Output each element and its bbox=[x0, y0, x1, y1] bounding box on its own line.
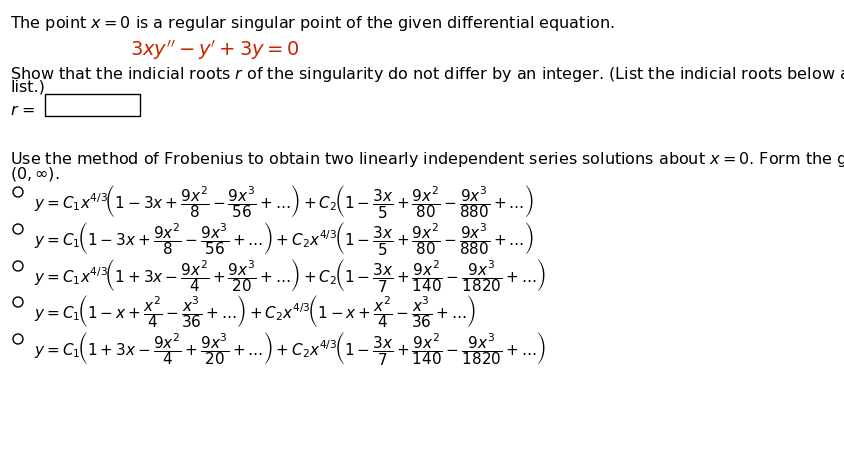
Text: $r$ =: $r$ = bbox=[10, 103, 35, 118]
Text: $y = C_1 x^{4/3}\!\left(1 - 3x + \dfrac{9x^2}{8} - \dfrac{9x^3}{56} + \ldots\rig: $y = C_1 x^{4/3}\!\left(1 - 3x + \dfrac{… bbox=[34, 182, 533, 219]
Circle shape bbox=[13, 298, 23, 307]
Text: $(0, \infty)$.: $(0, \infty)$. bbox=[10, 165, 60, 182]
Text: $y = C_1 x^{4/3}\!\left(1 + 3x - \dfrac{9x^2}{4} + \dfrac{9x^3}{20} + \ldots\rig: $y = C_1 x^{4/3}\!\left(1 + 3x - \dfrac{… bbox=[34, 257, 546, 293]
Text: $y = C_1\!\left(1 - 3x + \dfrac{9x^2}{8} - \dfrac{9x^3}{56} + \ldots\right) + C_: $y = C_1\!\left(1 - 3x + \dfrac{9x^2}{8}… bbox=[34, 219, 533, 257]
Circle shape bbox=[13, 262, 23, 271]
Circle shape bbox=[13, 224, 23, 234]
Text: Use the method of Frobenius to obtain two linearly independent series solutions : Use the method of Frobenius to obtain tw… bbox=[10, 150, 844, 169]
Text: $3xy'' - y' + 3y = 0$: $3xy'' - y' + 3y = 0$ bbox=[130, 38, 300, 62]
Circle shape bbox=[13, 334, 23, 344]
Circle shape bbox=[13, 187, 23, 197]
Text: Show that the indicial roots $r$ of the singularity do not differ by an integer.: Show that the indicial roots $r$ of the … bbox=[10, 65, 844, 84]
Text: $y = C_1\!\left(1 + 3x - \dfrac{9x^2}{4} + \dfrac{9x^3}{20} + \ldots\right) + C_: $y = C_1\!\left(1 + 3x - \dfrac{9x^2}{4}… bbox=[34, 329, 546, 366]
Text: list.): list.) bbox=[10, 80, 45, 95]
Text: The point $x = 0$ is a regular singular point of the given differential equation: The point $x = 0$ is a regular singular … bbox=[10, 14, 614, 33]
Text: $y = C_1\!\left(1 - x + \dfrac{x^2}{4} - \dfrac{x^3}{36} + \ldots\right) + C_2 x: $y = C_1\!\left(1 - x + \dfrac{x^2}{4} -… bbox=[34, 293, 476, 329]
Bar bbox=[45, 95, 140, 117]
